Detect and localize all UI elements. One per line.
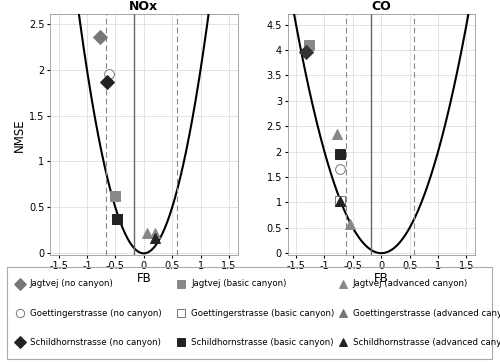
X-axis label: FB: FB	[136, 272, 151, 285]
Text: Goettingerstrasse (advanced canyon): Goettingerstrasse (advanced canyon)	[353, 309, 500, 317]
Y-axis label: NMSE: NMSE	[13, 118, 26, 152]
Title: NOx: NOx	[129, 0, 158, 13]
X-axis label: FB: FB	[374, 272, 388, 285]
Text: Goettingerstrasse (basic canyon): Goettingerstrasse (basic canyon)	[191, 309, 334, 317]
Text: Schildhornstrasse (no canyon): Schildhornstrasse (no canyon)	[30, 338, 160, 347]
Text: Jagtvej (advanced canyon): Jagtvej (advanced canyon)	[353, 279, 468, 288]
Text: Schildhornstrasse (advanced canyon): Schildhornstrasse (advanced canyon)	[353, 338, 500, 347]
Title: CO: CO	[372, 0, 391, 13]
Text: Jagtvej (basic canyon): Jagtvej (basic canyon)	[191, 279, 286, 288]
Text: Schildhornstrasse (basic canyon): Schildhornstrasse (basic canyon)	[191, 338, 334, 347]
Text: Jagtvej (no canyon): Jagtvej (no canyon)	[30, 279, 113, 288]
Text: Goettingerstrasse (no canyon): Goettingerstrasse (no canyon)	[30, 309, 161, 317]
